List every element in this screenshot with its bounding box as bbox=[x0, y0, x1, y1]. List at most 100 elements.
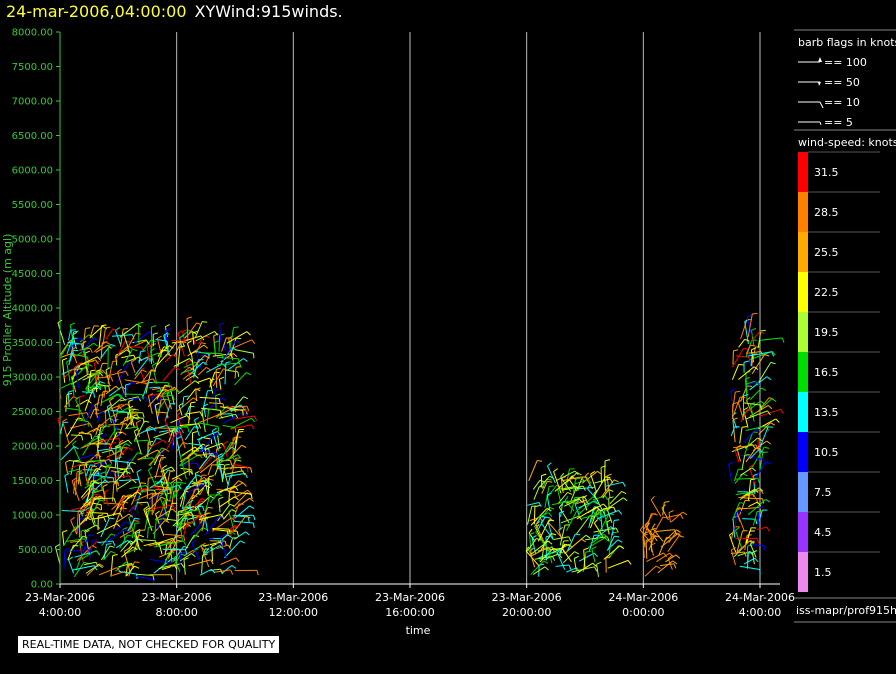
wind-barb-tick bbox=[94, 481, 100, 485]
wind-barb bbox=[222, 424, 236, 429]
wind-barb-tick bbox=[251, 339, 256, 345]
wind-barb-tick bbox=[734, 426, 740, 428]
wind-barb bbox=[126, 396, 146, 401]
wind-barb bbox=[113, 508, 123, 529]
wind-barb bbox=[74, 471, 78, 496]
wind-barb-tick bbox=[780, 409, 784, 414]
plot-title: 24-mar-2006,04:00:00 XYWind:915winds. bbox=[6, 2, 343, 21]
wind-barb bbox=[195, 330, 215, 342]
wind-barb-tick bbox=[148, 526, 154, 528]
wind-barb bbox=[216, 462, 225, 479]
wind-barb-tick bbox=[767, 410, 771, 416]
wind-barb-tick bbox=[242, 411, 248, 416]
wind-barb bbox=[743, 402, 761, 406]
wind-barb-tick bbox=[191, 521, 196, 527]
wind-barb bbox=[541, 481, 548, 494]
wind-barb-tick bbox=[256, 570, 259, 576]
wind-barb-tick bbox=[759, 330, 765, 335]
wind-barb bbox=[149, 386, 160, 389]
wind-barb-tick bbox=[743, 360, 749, 363]
wind-barb-tick bbox=[243, 396, 249, 400]
wind-barb bbox=[204, 494, 211, 515]
wind-barb bbox=[105, 393, 120, 402]
wind-barb bbox=[233, 515, 247, 532]
wind-barb-tick bbox=[130, 507, 136, 511]
wind-barb-tick bbox=[556, 549, 562, 553]
wind-barb bbox=[217, 534, 229, 544]
wind-barb-tick bbox=[113, 497, 116, 503]
wind-barb bbox=[751, 346, 756, 367]
wind-barb bbox=[223, 469, 229, 485]
wind-barb bbox=[134, 369, 143, 380]
wind-barb bbox=[158, 500, 167, 517]
wind-barb bbox=[611, 520, 615, 536]
wind-barb-tick bbox=[230, 442, 236, 445]
wind-barb bbox=[82, 405, 94, 428]
wind-barb-tick bbox=[194, 374, 199, 379]
wind-barb bbox=[82, 535, 89, 555]
wind-barb bbox=[177, 380, 196, 395]
wind-barb-tick bbox=[539, 479, 545, 483]
wind-barb-tick bbox=[85, 462, 88, 469]
wind-barb bbox=[606, 509, 613, 523]
wind-barb-tick bbox=[539, 563, 545, 566]
wind-barb-tick bbox=[583, 547, 589, 551]
wind-barb bbox=[148, 541, 169, 547]
wind-barb bbox=[537, 519, 550, 542]
wind-barb-tick bbox=[151, 426, 156, 432]
wind-barb-tick bbox=[234, 496, 239, 501]
wind-barb-tick bbox=[166, 328, 172, 331]
wind-barb bbox=[650, 529, 653, 552]
wind-barb bbox=[103, 397, 123, 414]
wind-barb bbox=[219, 324, 222, 342]
wind-barb-tick bbox=[753, 366, 759, 371]
wind-barb-tick bbox=[127, 447, 133, 451]
wind-barb bbox=[229, 537, 233, 548]
wind-barb bbox=[735, 355, 749, 358]
wind-barb-tick bbox=[596, 561, 602, 565]
wind-barb bbox=[173, 517, 185, 540]
wind-barb-tick bbox=[679, 535, 685, 538]
wind-barb-tick bbox=[150, 348, 155, 352]
wind-barb-tick bbox=[186, 360, 191, 364]
wind-barb bbox=[103, 544, 107, 560]
wind-barb-tick bbox=[236, 459, 242, 462]
wind-barb bbox=[97, 412, 101, 423]
wind-barb-tick bbox=[198, 500, 204, 504]
wind-barb bbox=[180, 454, 199, 467]
barb-legend-label: == 50 bbox=[824, 76, 860, 89]
wind-barb bbox=[204, 352, 211, 366]
wind-barb bbox=[96, 523, 118, 535]
wind-barb bbox=[126, 408, 132, 420]
wind-barb-tick bbox=[110, 442, 116, 444]
wind-barb bbox=[94, 497, 115, 500]
wind-barb bbox=[728, 464, 733, 484]
y-tick-label: 2500.00 bbox=[12, 407, 53, 418]
wind-barb-tick bbox=[79, 512, 85, 515]
wind-barb bbox=[131, 452, 139, 462]
wind-barb-tick bbox=[574, 470, 579, 476]
wind-barb bbox=[750, 354, 753, 366]
wind-barb-tick bbox=[581, 538, 586, 543]
wind-barb bbox=[64, 475, 69, 493]
wind-barb-tick bbox=[142, 418, 145, 424]
plot-date-label: 24-mar-2006,04:00:00 bbox=[6, 2, 187, 21]
wind-barb bbox=[68, 559, 75, 574]
wind-barb bbox=[217, 413, 232, 415]
wind-barb bbox=[136, 426, 153, 436]
wind-barb-tick bbox=[101, 465, 107, 468]
wind-barb bbox=[83, 524, 97, 533]
wind-barb bbox=[234, 415, 255, 420]
wind-barb-tick bbox=[208, 475, 214, 478]
wind-barb bbox=[77, 363, 89, 375]
wind-barb bbox=[658, 537, 667, 556]
wind-barb-tick bbox=[93, 565, 98, 571]
wind-barb bbox=[740, 385, 748, 402]
wind-barb-tick bbox=[244, 473, 248, 479]
wind-barb-tick bbox=[132, 479, 137, 484]
wind-barb bbox=[66, 417, 79, 437]
wind-barb-tick bbox=[183, 517, 189, 520]
wind-barb-tick bbox=[544, 566, 549, 571]
wind-barb bbox=[116, 458, 120, 479]
wind-barb-tick bbox=[558, 526, 563, 531]
